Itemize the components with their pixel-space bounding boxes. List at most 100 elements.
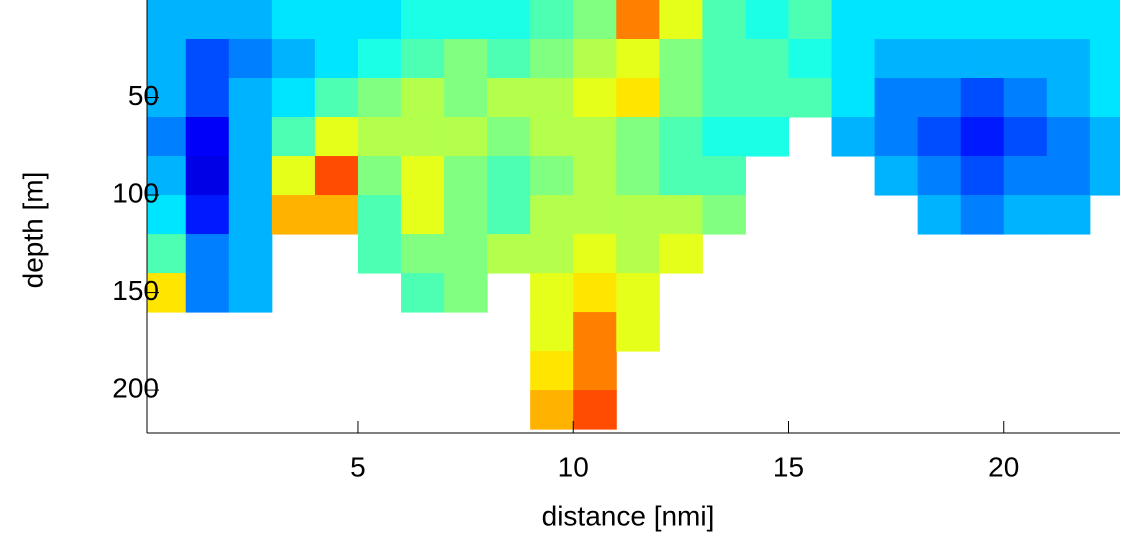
heat-cell [147, 234, 187, 274]
heat-cell [874, 39, 919, 79]
heat-cell [702, 39, 746, 79]
heat-cell [228, 117, 273, 157]
heat-cell [616, 117, 660, 157]
heat-cell [573, 312, 617, 352]
heat-cell [401, 234, 445, 274]
heat-cell [444, 78, 488, 118]
heat-cell [147, 117, 187, 157]
heat-cell [573, 117, 617, 157]
heat-cell [1046, 0, 1091, 40]
heat-cell [314, 0, 359, 40]
heat-cell [530, 234, 574, 274]
heat-cell [616, 273, 660, 313]
heat-cell [401, 117, 445, 157]
heat-cell [616, 195, 660, 235]
heat-cell [401, 156, 445, 196]
heat-cell [874, 117, 919, 157]
heat-cell [530, 0, 574, 40]
heat-cell [831, 117, 876, 157]
heat-cell [917, 0, 962, 40]
heat-cell [444, 117, 488, 157]
heat-cell [1089, 117, 1120, 157]
heat-cell [573, 273, 617, 313]
y-tick-label: 200 [112, 372, 159, 403]
heat-cell [271, 156, 316, 196]
heat-cell [530, 39, 574, 79]
heat-cell [960, 156, 1005, 196]
heat-cell [616, 39, 660, 79]
heat-cell [1003, 156, 1048, 196]
x-tick-label: 5 [350, 451, 366, 482]
heat-cell [659, 0, 703, 40]
heat-cell [401, 273, 445, 313]
heat-cell [573, 234, 617, 274]
heat-cell [1003, 39, 1048, 79]
heat-cell [185, 117, 230, 157]
heat-cell [487, 156, 531, 196]
heat-cell [357, 156, 402, 196]
x-tick-label: 20 [988, 451, 1019, 482]
heat-cell [960, 0, 1005, 40]
heat-cell [228, 0, 273, 40]
heat-cell [530, 312, 574, 352]
heat-cell [1046, 39, 1091, 79]
heat-cell [1003, 195, 1048, 235]
heat-cell [185, 78, 230, 118]
heat-cell [659, 234, 703, 274]
heat-cell [745, 117, 789, 157]
heat-cell [444, 195, 488, 235]
heat-cell [228, 39, 273, 79]
heat-cell [960, 195, 1005, 235]
heat-cell [147, 195, 187, 235]
heat-cell [702, 117, 746, 157]
heat-cell [314, 195, 359, 235]
heat-cell [1046, 195, 1091, 235]
heat-cell [573, 351, 617, 391]
heat-cell [788, 0, 833, 40]
heat-cell [573, 39, 617, 79]
heat-cell [357, 117, 402, 157]
heat-cell [185, 156, 230, 196]
heat-cell [357, 195, 402, 235]
heat-cell [228, 78, 273, 118]
heat-cell [530, 78, 574, 118]
heat-cell [530, 117, 574, 157]
heat-cell [745, 0, 789, 40]
heat-cell [960, 39, 1005, 79]
y-tick-label: 100 [112, 177, 159, 208]
heat-cell [1003, 0, 1048, 40]
heat-cell [487, 234, 531, 274]
heat-cell [271, 39, 316, 79]
heat-cell [831, 39, 876, 79]
heat-cell [659, 78, 703, 118]
heatmap [147, 0, 1120, 430]
heat-cell [314, 156, 359, 196]
x-tick-label: 15 [773, 451, 804, 482]
heat-cell [1046, 156, 1091, 196]
heat-cell [444, 273, 488, 313]
heat-cell [745, 78, 789, 118]
heat-cell [573, 78, 617, 118]
y-tick-label: 50 [128, 80, 159, 111]
heat-cell [487, 195, 531, 235]
heat-cell [444, 234, 488, 274]
heat-cell [745, 39, 789, 79]
heat-cell [917, 195, 962, 235]
heat-cell [702, 195, 746, 235]
heat-cell [444, 0, 488, 40]
heat-cell [917, 78, 962, 118]
heat-cell [659, 195, 703, 235]
heat-cell [831, 0, 876, 40]
heat-cell [616, 78, 660, 118]
heat-cell [444, 156, 488, 196]
heat-cell [960, 78, 1005, 118]
heat-cell [573, 156, 617, 196]
heat-cell [917, 117, 962, 157]
heat-cell [357, 39, 402, 79]
heat-cell [487, 78, 531, 118]
heat-cell [314, 78, 359, 118]
heat-cell [573, 390, 617, 430]
heat-cell [401, 195, 445, 235]
